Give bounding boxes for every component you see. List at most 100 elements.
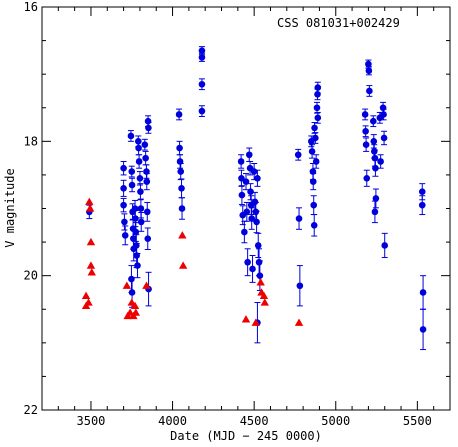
upper-limit-marker (260, 298, 269, 306)
detection-marker (177, 168, 185, 175)
detection-marker (237, 158, 245, 165)
detection-point (381, 232, 389, 259)
detection-point (418, 195, 426, 216)
upper-limit-marker (294, 318, 304, 326)
detection-marker (143, 208, 151, 216)
detection-point (361, 108, 369, 121)
detection-point (256, 260, 264, 291)
detection-marker (198, 107, 206, 115)
detection-marker (137, 205, 145, 212)
axis-ticks: 3500 4000 4500 5000 5500 16 18 20 22 (24, 0, 451, 428)
detection-point (143, 173, 151, 191)
detection-marker (241, 228, 248, 236)
detection-marker (137, 188, 144, 196)
detection-point (312, 132, 319, 144)
detection-marker (377, 158, 384, 165)
x-tick-label: 4000 (158, 414, 187, 428)
detection-point (134, 253, 141, 279)
detection-marker (134, 262, 141, 269)
detection-point (248, 207, 256, 230)
detection-point (372, 159, 379, 177)
detection-marker (143, 178, 151, 185)
detection-point (309, 173, 317, 191)
y-tick-label: 22 (24, 403, 38, 417)
detection-point (366, 85, 373, 97)
detection-point (251, 191, 259, 212)
detection-marker (128, 275, 135, 283)
detection-marker (309, 178, 317, 185)
detection-marker (245, 151, 253, 159)
detection-marker (381, 242, 389, 249)
detection-marker (128, 289, 136, 296)
detection-point (377, 154, 384, 169)
detection-point (175, 108, 183, 121)
detection-point (144, 227, 152, 250)
detection-marker (175, 111, 183, 118)
detection-marker (244, 258, 251, 266)
detection-point (145, 122, 152, 134)
detection-point (137, 212, 145, 232)
detection-marker (310, 201, 318, 209)
detection-point (380, 108, 387, 121)
detection-point (121, 213, 128, 231)
detection-point (371, 200, 379, 224)
detection-marker (371, 208, 379, 216)
detection-point (253, 210, 260, 234)
detection-marker (296, 282, 304, 290)
detection-marker (248, 215, 256, 222)
detection-marker (362, 127, 369, 135)
detection-marker (238, 191, 246, 199)
detection-marker (362, 141, 370, 148)
detection-point (310, 195, 318, 216)
detection-marker (198, 54, 206, 61)
detection-marker (120, 164, 127, 172)
detection-point (254, 232, 262, 259)
detection-point (380, 130, 388, 146)
detection-point (237, 154, 245, 169)
detection-marker (178, 205, 186, 212)
detection-point (120, 160, 127, 176)
y-tick-label: 18 (24, 134, 38, 148)
detection-point (242, 173, 250, 191)
detection-marker (361, 111, 369, 118)
detection-point (311, 122, 318, 134)
detection-point (239, 205, 247, 226)
upper-limit-marker (130, 301, 140, 310)
detection-point (143, 201, 151, 222)
detection-point (362, 125, 369, 138)
detection-point (372, 188, 380, 209)
detection-point (310, 214, 318, 237)
detection-point (178, 178, 185, 199)
detection-point (177, 162, 185, 181)
detection-marker (256, 272, 264, 279)
detection-point (244, 248, 251, 277)
detection-point (249, 255, 256, 283)
detection-marker (294, 151, 302, 159)
y-tick-label: 20 (24, 269, 38, 283)
detection-marker (365, 60, 372, 68)
plot-frame (41, 6, 451, 411)
detection-marker (418, 201, 426, 209)
detection-marker (120, 185, 127, 192)
detection-point (145, 271, 152, 307)
detection-point (198, 105, 206, 117)
detection-point (294, 148, 302, 161)
detection-marker (295, 215, 303, 222)
detection-point (121, 225, 129, 246)
detection-marker (252, 208, 260, 216)
upper-limit-marker (142, 281, 151, 289)
detection-point (245, 147, 253, 162)
detection-marker (366, 87, 373, 95)
upper-limit-marker (251, 318, 260, 326)
detection-marker (363, 174, 371, 182)
detection-marker (312, 134, 319, 142)
detection-marker (198, 47, 206, 54)
upper-limit-marker (87, 268, 96, 276)
detection-point (362, 137, 370, 152)
x-axis-label: Date (MJD − 245 0000) (170, 429, 322, 443)
detection-point (141, 138, 149, 151)
detection-marker (310, 221, 318, 229)
detection-marker (372, 195, 380, 202)
detection-point (363, 169, 371, 187)
